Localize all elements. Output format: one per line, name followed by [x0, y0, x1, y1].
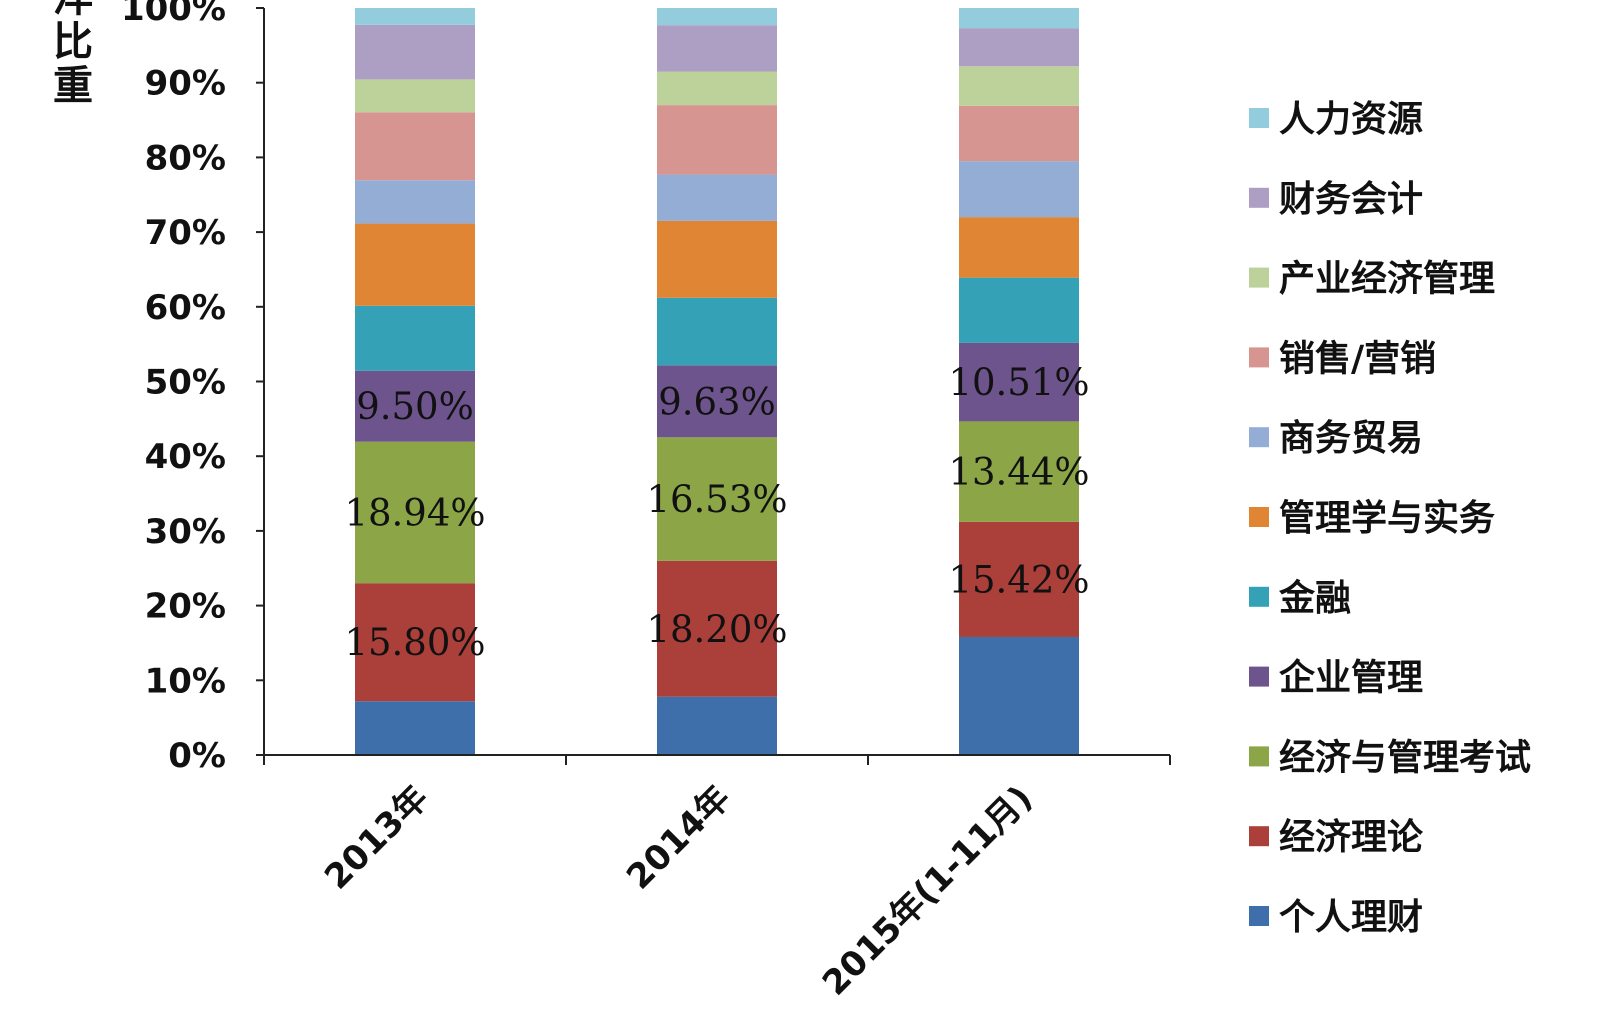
legend-label: 管理学与实务	[1279, 497, 1495, 539]
bar-segment	[959, 28, 1079, 67]
legend-swatch	[1249, 507, 1269, 527]
bar-segment	[959, 105, 1079, 162]
legend-swatch	[1249, 108, 1269, 128]
bar-segment	[355, 24, 475, 80]
bar-segment	[355, 79, 475, 113]
bar-segment	[355, 701, 475, 755]
bar-segment	[355, 441, 475, 584]
bar-segment	[355, 8, 475, 25]
legend: 人力资源财务会计产业经济管理销售/营销商务贸易管理学与实务金融企业管理经济与管理…	[1249, 99, 1531, 938]
y-tick-label: 50%	[145, 363, 226, 403]
bar-segment	[959, 161, 1079, 218]
bar-segment	[959, 217, 1079, 278]
bar-segment	[657, 25, 777, 72]
bar-segment	[657, 696, 777, 755]
bar-segment	[355, 223, 475, 306]
legend-swatch	[1249, 347, 1269, 368]
data-label: 9.50%	[356, 385, 474, 428]
bar-segment	[959, 521, 1079, 637]
data-label: 9.63%	[658, 380, 776, 423]
x-tick-label: 2014年	[619, 778, 738, 897]
data-label: 13.44%	[948, 451, 1089, 494]
bar-segment	[355, 112, 475, 181]
y-tick-label: 30%	[145, 512, 226, 552]
legend-swatch	[1249, 586, 1269, 607]
bar-segment	[355, 583, 475, 702]
bar-segment	[959, 8, 1079, 29]
data-labels-layer: 15.80% 18.94% 9.50% 18.20% 16.53% 9.63% 15.42%…	[344, 361, 1089, 664]
legend-swatch	[1249, 666, 1269, 687]
bar-segment	[657, 365, 777, 438]
x-tick-label: 2013年	[317, 778, 436, 897]
legend-label: 人力资源	[1279, 99, 1423, 140]
x-tick-label: 2015年(1-11月)	[815, 778, 1040, 1003]
y-tick-label: 20%	[145, 587, 226, 627]
y-tick-label: 10%	[145, 661, 226, 701]
legend-swatch	[1249, 826, 1269, 847]
y-axis-label-char: 洋	[48, 0, 98, 18]
legend-label: 销售/营销	[1279, 338, 1436, 379]
legend-label: 个人理财	[1279, 897, 1423, 938]
bar-segment	[355, 180, 475, 224]
bar-segment	[657, 71, 777, 106]
legend-label: 经济理论	[1279, 817, 1424, 858]
bar-segment	[657, 174, 777, 221]
legend-label: 经济与管理考试	[1279, 737, 1531, 778]
bar-segment	[355, 370, 475, 442]
data-label: 16.53%	[646, 478, 787, 521]
y-tick-label: 80%	[145, 138, 226, 178]
y-tick-label: 60%	[145, 288, 226, 328]
bar-segment	[959, 421, 1079, 522]
bar-segment	[959, 277, 1079, 343]
bar-segment	[657, 220, 777, 298]
data-label: 15.80%	[344, 621, 485, 664]
bar-segment	[355, 305, 475, 371]
bar-segment	[959, 636, 1079, 755]
legend-swatch	[1249, 746, 1269, 767]
data-label: 15.42%	[948, 558, 1089, 601]
data-label: 18.20%	[646, 608, 787, 651]
y-tick-label: 70%	[145, 213, 226, 253]
y-axis-label-char: 重	[53, 63, 93, 109]
bar-segment	[657, 105, 777, 175]
bar-segment	[959, 342, 1079, 422]
legend-label: 金融	[1278, 577, 1351, 619]
legend-label: 企业管理	[1279, 657, 1423, 699]
bar-segment	[657, 437, 777, 561]
legend-label: 财务会计	[1279, 179, 1423, 220]
bar-segment	[657, 560, 777, 697]
y-tick-label: 0%	[168, 736, 226, 776]
legend-swatch	[1249, 427, 1269, 448]
legend-label: 产业经济管理	[1279, 259, 1495, 300]
legend-label: 商务贸易	[1279, 418, 1423, 459]
y-tick-label: 40%	[145, 437, 226, 477]
bar-segment	[657, 8, 777, 26]
bar-segment	[657, 297, 777, 366]
bars-layer	[355, 8, 1079, 755]
y-axis-label-char: 比	[53, 19, 93, 65]
y-tick-label: 100%	[121, 0, 226, 29]
legend-swatch	[1249, 267, 1269, 288]
data-label: 18.94%	[344, 491, 485, 534]
bar-segment	[959, 66, 1079, 106]
legend-swatch	[1249, 187, 1269, 208]
y-tick-label: 90%	[145, 64, 226, 104]
legend-swatch	[1249, 906, 1269, 926]
data-label: 10.51%	[948, 361, 1089, 404]
